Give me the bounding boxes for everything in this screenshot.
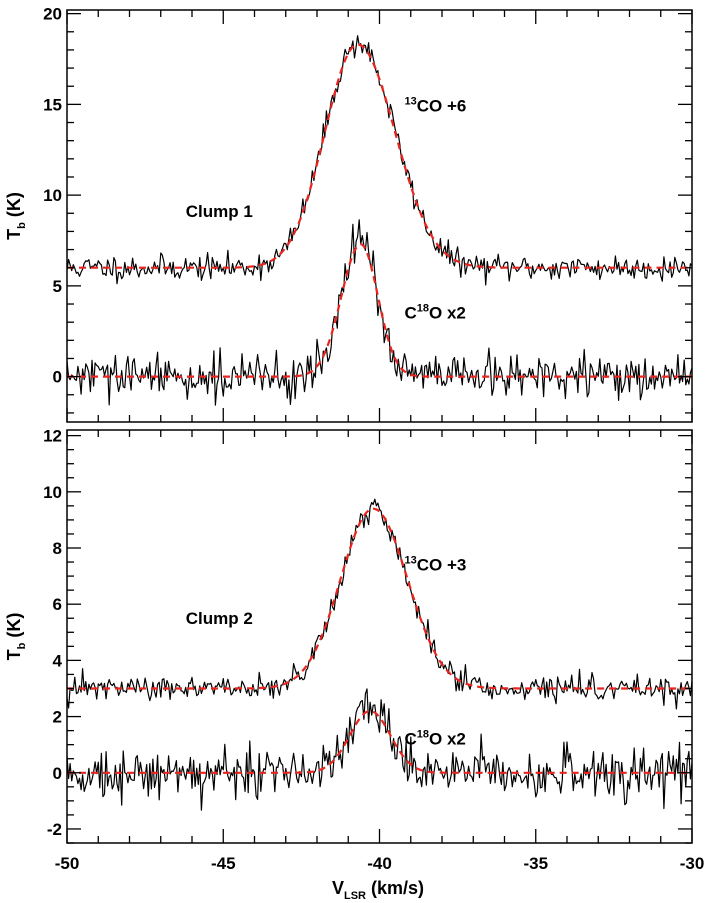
y-tick-label: 0 (53, 764, 62, 783)
observed-spectrum-line (67, 688, 692, 811)
y-tick-label: 5 (53, 277, 62, 296)
y-tick-label: 20 (43, 5, 62, 24)
y-tick-label: 6 (53, 595, 62, 614)
gaussian-fit-line (67, 242, 692, 378)
y-axis-title: Tb (K) (4, 192, 28, 240)
y-tick-label: 8 (53, 539, 62, 558)
y-tick-label: -2 (47, 820, 62, 839)
x-tick-label: -50 (55, 854, 80, 873)
annotation-superscript: 18 (417, 303, 429, 315)
y-tick-label: 10 (43, 483, 62, 502)
y-axis-title-sub: b (16, 642, 28, 649)
plot-frame (66, 429, 693, 844)
annotation-text: CO +6 (417, 97, 467, 116)
line-annotation: 13CO +6 (405, 96, 467, 116)
annotation-superscript: 13 (405, 96, 417, 108)
clump-label: Clump 2 (186, 609, 253, 628)
y-axis-title-main: T (4, 649, 24, 660)
annotation-prefix: C (405, 304, 417, 323)
annotation-superscript: 18 (417, 729, 429, 741)
x-tick-label: -30 (680, 854, 705, 873)
observed-spectrum-line (67, 35, 692, 286)
gaussian-fit-line (67, 507, 692, 690)
plot-frame (66, 9, 693, 423)
x-tick-label: -35 (523, 854, 548, 873)
clump-label: Clump 1 (186, 202, 253, 221)
annotation-text: O x2 (429, 304, 466, 323)
x-axis-title-units: (km/s) (366, 878, 424, 898)
y-axis-title-sub: b (16, 222, 28, 229)
annotation-superscript: 13 (405, 554, 417, 566)
panel-clump-1: 0 5 10 15 20 Tb (K) Clump 1 13CO +6 C18O x2 (4, 5, 693, 423)
x-tick-label: -45 (211, 854, 236, 873)
annotation-prefix: C (405, 730, 417, 749)
annotation-text: O x2 (429, 730, 466, 749)
y-tick-label: 4 (53, 651, 63, 670)
series-group (67, 35, 692, 406)
y-axis-title: Tb (K) (4, 613, 28, 661)
panel-clump-2: -2 0 2 4 6 8 10 12 -50 -45 -40 -35 -30 Tb (K) Clump 2 1… (4, 427, 704, 873)
x-tick-label: -40 (367, 854, 392, 873)
y-axis-title-units: (K) (4, 613, 24, 643)
gaussian-fit-line (67, 43, 692, 269)
observed-spectrum-line (67, 219, 692, 406)
x-axis-title-sub: LSR (344, 890, 366, 902)
y-tick-label: 10 (43, 186, 62, 205)
y-tick-label: 12 (43, 427, 62, 446)
x-axis-title: VLSR (km/s) (332, 878, 424, 902)
series-group (67, 498, 692, 811)
line-annotation: 13CO +3 (405, 554, 467, 574)
y-axis-title-units: (K) (4, 192, 24, 222)
line-annotation: C18O x2 (405, 303, 466, 323)
y-axis-title-main: T (4, 229, 24, 240)
x-axis-title-main: V (332, 878, 344, 898)
annotation-text: CO +3 (417, 555, 467, 574)
y-tick-label: 2 (53, 708, 62, 727)
observed-spectrum-line (67, 498, 692, 710)
y-tick-label: 15 (43, 95, 62, 114)
y-tick-label: 0 (53, 368, 62, 387)
line-annotation: C18O x2 (405, 729, 466, 749)
gaussian-fit-line (67, 709, 692, 774)
